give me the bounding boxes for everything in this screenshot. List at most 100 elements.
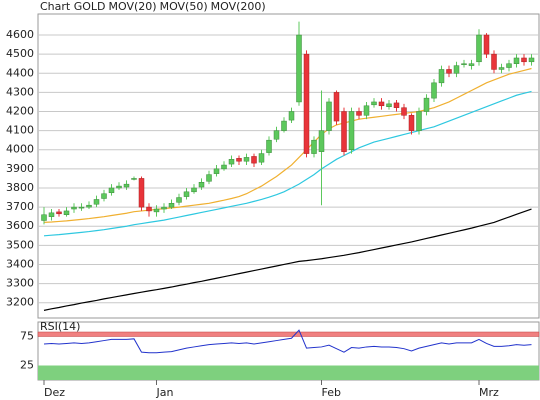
candle-body (491, 53, 497, 70)
x-tick-label: Dez (44, 386, 65, 399)
y-tick-label: 3200 (6, 296, 34, 309)
y-tick-label: 4200 (6, 105, 34, 118)
y-tick-label: 3600 (6, 219, 34, 232)
candle-body (258, 153, 265, 163)
x-tick-label: Jan (156, 386, 174, 399)
chart-title: Chart GOLD (40, 0, 106, 13)
candle-body (213, 168, 220, 174)
candle-body (206, 174, 212, 182)
oversold-band (38, 365, 539, 380)
candle-body (528, 57, 535, 63)
y-tick-label: 4400 (6, 66, 34, 79)
y-tick-label: 25 (20, 359, 34, 372)
candle-body (101, 193, 107, 199)
candle-body (71, 206, 77, 210)
candle-body (93, 199, 100, 205)
candle-body (356, 111, 362, 116)
candle-body (438, 69, 445, 84)
y-tick-label: 3800 (6, 181, 34, 194)
candle-body (146, 206, 152, 212)
candle-body (453, 65, 460, 74)
y-tick-label: 4600 (6, 28, 34, 41)
candle-body (116, 185, 122, 189)
candle-body (326, 101, 332, 131)
candle-body (498, 67, 505, 70)
candle-body (78, 206, 85, 209)
candle-body (416, 111, 422, 131)
candle-body (251, 156, 257, 164)
candle-body (281, 120, 287, 131)
legend-entry: MOV(50) (160, 0, 208, 13)
candle-body (131, 178, 137, 180)
candle-body (123, 183, 130, 188)
candle-body (363, 105, 370, 116)
candle-body (341, 111, 347, 152)
candle-body (423, 97, 430, 112)
y-tick-label: 3500 (6, 238, 34, 251)
x-tick-label: Feb (322, 386, 341, 399)
y-tick-label: 4100 (6, 124, 34, 137)
candle-body (378, 101, 385, 107)
y-tick-label: 3300 (6, 277, 34, 290)
candle-body (161, 206, 167, 210)
candle-body (191, 187, 197, 193)
candle-body (408, 115, 415, 131)
candle-body (303, 53, 310, 154)
candle-body (371, 101, 377, 106)
candle-body (228, 159, 235, 165)
candle-body (513, 57, 520, 64)
candle-body (198, 182, 205, 188)
candle-body (461, 63, 467, 65)
moving-average-line (43, 208, 532, 311)
candle-body (138, 178, 145, 208)
candle-body (48, 212, 55, 217)
candle-body (168, 203, 175, 208)
candle-body (446, 69, 452, 74)
moving-average-line (43, 67, 532, 224)
y-tick-label: 4300 (6, 85, 34, 98)
candle-body (273, 130, 280, 140)
candle-body (386, 103, 392, 107)
candle-body (296, 34, 302, 103)
candle-body (243, 157, 250, 162)
rsi-label: RSI(14) (40, 320, 80, 333)
candle-body (393, 102, 400, 108)
candle-body (153, 208, 160, 213)
candle-body (108, 187, 115, 194)
candle-body (176, 197, 182, 203)
candle-body (348, 111, 355, 150)
overbought-band (37, 331, 540, 337)
candle-body (288, 111, 295, 121)
candle-body (311, 139, 317, 154)
y-tick-label: 75 (20, 330, 34, 343)
candle-body (521, 57, 527, 63)
candle-body (431, 82, 437, 99)
candle-body (468, 63, 475, 66)
candle-body (318, 130, 325, 152)
candle-body (221, 164, 227, 170)
candle-body (266, 139, 272, 153)
candle-body (476, 34, 482, 63)
y-tick-label: 3400 (6, 257, 34, 270)
y-tick-label: 3700 (6, 200, 34, 213)
y-tick-label: 4500 (6, 47, 34, 60)
candle-body (333, 92, 340, 122)
legend-entry: MOV(200) (211, 0, 266, 13)
candle-body (41, 214, 47, 221)
legend-entry: MOV(20) (109, 0, 157, 13)
y-tick-label: 3900 (6, 162, 34, 175)
moving-average-line (43, 90, 532, 237)
rsi-line (43, 329, 532, 354)
candle-body (86, 204, 92, 208)
candle-body (236, 158, 242, 162)
candle-body (56, 211, 62, 215)
y-tick-label: 4000 (6, 143, 34, 156)
candle-body (401, 107, 407, 116)
candle-body (63, 210, 70, 216)
candle-body (506, 63, 512, 68)
candle-body (483, 34, 490, 55)
candle-body (183, 191, 190, 197)
main-plot-frame (37, 13, 540, 319)
